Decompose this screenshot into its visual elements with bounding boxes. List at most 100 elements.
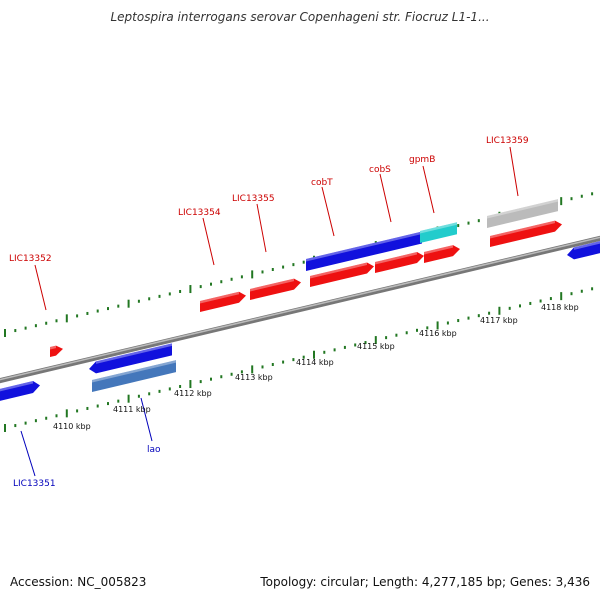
leader-line	[20, 430, 36, 477]
ruler-tick	[34, 324, 37, 328]
ruler-tick	[168, 292, 171, 296]
ruler-tick	[261, 270, 264, 274]
ruler-tick	[199, 285, 202, 289]
ruler-label: 4110 kbp	[53, 422, 91, 431]
gene-lic13352	[50, 345, 63, 357]
ruler-tick	[416, 328, 418, 332]
ruler-tick	[127, 394, 130, 403]
ruler-tick	[374, 336, 377, 345]
ruler-tick	[591, 192, 594, 196]
ruler-label: 4111 kbp	[113, 405, 151, 414]
lower-ruler	[4, 287, 594, 432]
ruler-tick	[488, 311, 491, 315]
ruler-tick	[117, 304, 120, 308]
ruler-tick	[477, 314, 480, 318]
gene-label: LIC13352	[9, 254, 52, 264]
leader-line	[379, 173, 392, 223]
ruler-tick	[405, 331, 408, 335]
ruler-tick	[467, 316, 470, 320]
ruler-tick	[539, 299, 542, 303]
ruler-tick	[343, 345, 346, 349]
ruler-tick	[323, 350, 326, 354]
ruler-tick	[560, 292, 563, 301]
ruler-tick	[457, 319, 460, 323]
ruler-tick	[107, 307, 109, 311]
ruler-tick	[199, 380, 202, 384]
ruler-tick	[117, 399, 120, 403]
ruler-tick	[179, 384, 182, 388]
gene-label: LIC13354	[178, 208, 221, 218]
gene-cobt	[310, 262, 374, 287]
accession-text: Accession: NC_005823	[10, 575, 147, 589]
ruler-tick	[240, 275, 243, 279]
ruler-tick	[282, 360, 285, 364]
gene-cyan	[420, 222, 457, 243]
ruler-tick	[210, 377, 212, 381]
ruler-tick	[508, 306, 511, 310]
gene-lic13355	[250, 278, 301, 300]
ruler-label: 4116 kbp	[419, 329, 457, 338]
ruler-tick	[240, 370, 243, 374]
gene-label: cobS	[369, 165, 391, 175]
ruler-tick	[580, 289, 583, 293]
ruler-tick	[560, 197, 563, 206]
ruler-tick	[251, 270, 254, 279]
ruler-tick	[354, 343, 357, 347]
ruler-tick	[395, 333, 398, 337]
ruler-label: 4112 kbp	[174, 389, 212, 398]
ruler-label: 4115 kbp	[357, 342, 395, 351]
ruler-tick	[14, 424, 17, 428]
ruler-tick	[282, 265, 285, 269]
ruler-tick	[446, 321, 449, 325]
ruler-tick	[271, 363, 274, 367]
ruler-tick	[34, 419, 37, 423]
ruler-tick	[4, 424, 6, 432]
ruler-tick	[457, 224, 460, 228]
gene-label: cobT	[311, 178, 333, 188]
ruler-tick	[529, 301, 532, 305]
ruler-tick	[591, 287, 594, 291]
leader-line	[34, 264, 47, 311]
ruler-tick	[313, 350, 315, 359]
ruler-tick	[76, 314, 79, 318]
leader-line	[509, 146, 519, 197]
gene-gpmb	[424, 245, 460, 263]
gene-features	[0, 199, 600, 401]
ruler-tick	[96, 309, 99, 313]
gene-label: LIC13359	[486, 136, 529, 146]
ruler-tick	[14, 329, 17, 333]
ruler-tick	[261, 365, 264, 369]
ruler-tick	[477, 219, 480, 223]
ruler-tick	[549, 297, 552, 301]
genome-summary-text: Topology: circular; Length: 4,277,185 bp…	[260, 575, 590, 589]
ruler-tick	[65, 314, 68, 323]
leader-line	[202, 217, 215, 266]
label-leader-lines	[20, 146, 519, 477]
ruler-tick	[24, 421, 27, 425]
ruler-tick	[45, 416, 48, 420]
ruler-tick	[96, 404, 99, 408]
ruler-tick	[189, 285, 192, 294]
ruler-tick	[179, 289, 182, 293]
ruler-tick	[292, 263, 295, 267]
gene-label: lao	[147, 445, 161, 455]
ruler-label: 4118 kbp	[541, 303, 579, 312]
ruler-tick	[302, 260, 305, 264]
ruler-tick	[4, 329, 6, 337]
ruler-tick	[271, 268, 274, 272]
ruler-tick	[137, 299, 140, 303]
backbone	[0, 235, 600, 384]
gene-label: gpmB	[409, 155, 435, 165]
ruler-tick	[385, 336, 388, 340]
ruler-tick	[220, 280, 223, 284]
ruler-tick	[86, 311, 89, 315]
gene-lao-steel	[92, 360, 176, 392]
ruler-tick	[467, 221, 470, 225]
gene-lic13359	[490, 220, 562, 247]
ruler-tick	[570, 292, 573, 296]
ruler-tick	[127, 299, 130, 308]
ruler-tick	[251, 365, 254, 374]
gene-label: LIC13351	[13, 479, 56, 489]
ruler-tick	[580, 194, 583, 198]
ruler-label: 4117 kbp	[480, 316, 518, 325]
